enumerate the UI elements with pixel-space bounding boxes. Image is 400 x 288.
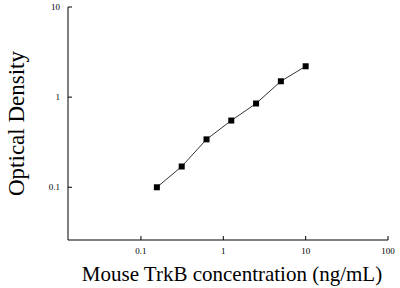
y-tick [68,187,72,188]
y-tick-label: 0.1 [49,182,60,192]
x-tick [223,236,224,240]
x-tick [305,236,306,240]
fit-line [157,66,306,187]
y-axis-label: Optical Density [4,51,29,196]
plot-area [154,63,309,190]
data-point [204,136,210,142]
x-tick [140,236,141,240]
x-tick [388,236,389,240]
data-point [303,63,309,69]
data-point [278,78,284,84]
x-tick-label: 10 [301,246,311,256]
data-point [154,184,160,190]
y-tick-label: 1 [56,92,61,102]
x-axis-label: Mouse TrkB concentration (ng/mL) [82,262,382,286]
y-axis-line [68,7,69,240]
y-tick-label: 10 [51,2,61,12]
chart-svg: 0.1 1 10 100 0.1 1 10 Mouse TrkB concentration … [0,0,400,288]
x-tick-label: 0.1 [135,246,146,256]
x-tick-label: 1 [221,246,226,256]
x-tick-label: 100 [381,246,395,256]
y-tick [68,97,72,98]
data-point [179,163,185,169]
x-axis-line [68,240,388,241]
data-point [228,118,234,124]
data-point [253,100,259,106]
chart-container: 0.1 1 10 100 0.1 1 10 Mouse TrkB concentration … [0,0,400,288]
y-tick [68,7,72,8]
